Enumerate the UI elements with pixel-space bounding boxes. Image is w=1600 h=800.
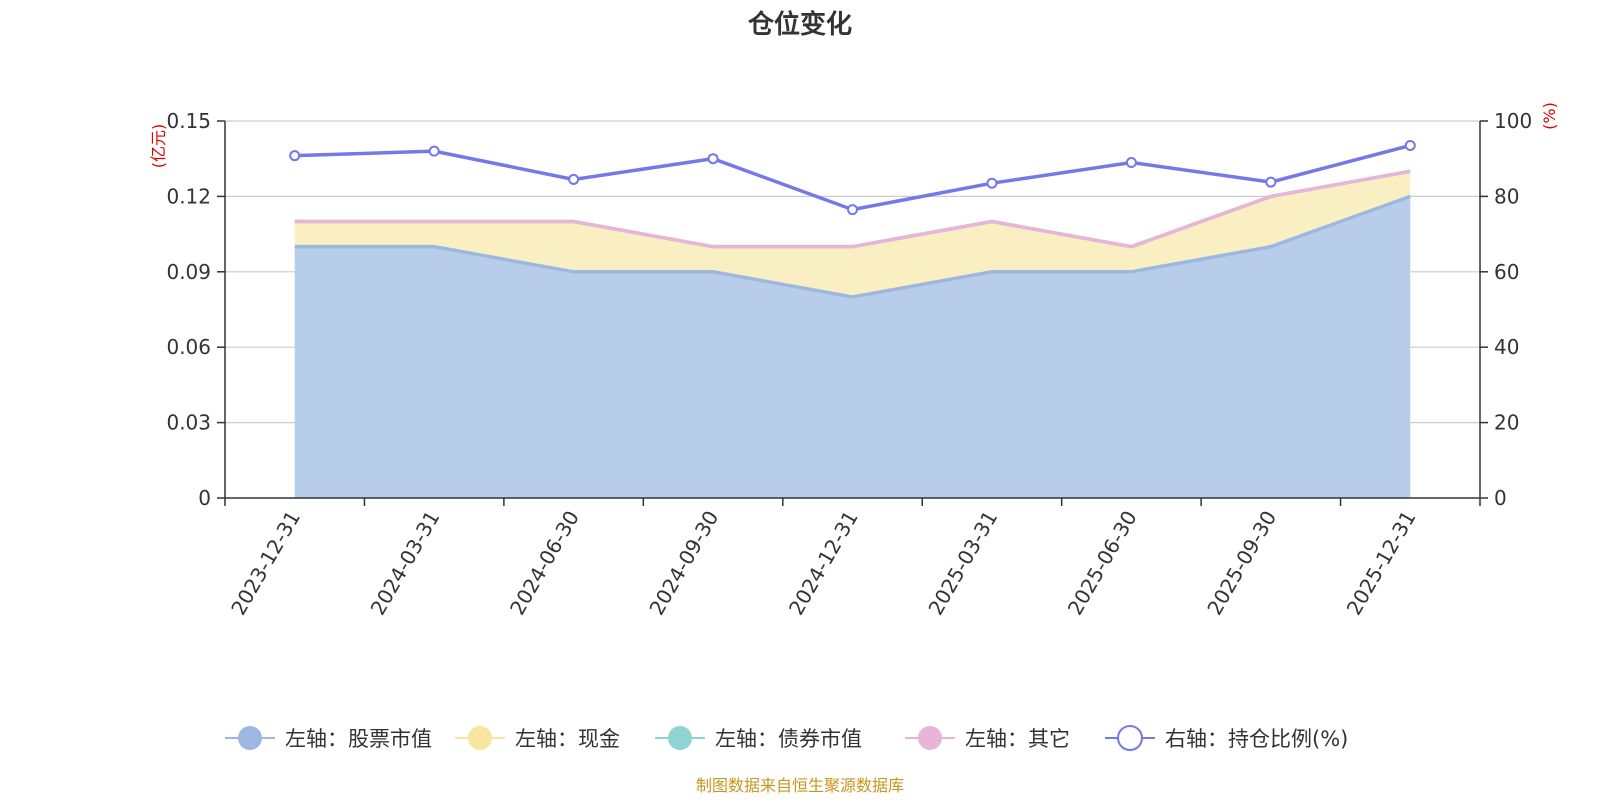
area-edge-左轴：股票市值 [294, 194, 1411, 299]
data-source-note: 制图数据来自恒生聚源数据库 [696, 776, 904, 795]
line-series [289, 140, 1416, 216]
x-axis-tick-label: 2023-12-31 [226, 507, 305, 620]
legend-label: 左轴：其它 [965, 727, 1070, 751]
right-axis-tick-label: 20 [1494, 411, 1519, 435]
left-axis-tick-label: 0.06 [166, 335, 211, 359]
line-point [707, 153, 719, 165]
legend-label: 左轴：股票市值 [285, 727, 432, 751]
left-axis-tick-label: 0.15 [166, 109, 211, 133]
legend-item: 左轴：其它 [905, 726, 1070, 751]
right-axis-unit: (%) [1540, 102, 1559, 130]
right-axis-tick-label: 80 [1494, 184, 1519, 208]
legend-marker [238, 726, 262, 750]
legend-label: 右轴：持仓比例(%) [1165, 727, 1348, 751]
legend-item: 右轴：持仓比例(%) [1105, 725, 1348, 751]
line-point [1404, 140, 1416, 152]
line-point [1125, 156, 1137, 168]
x-axis-tick-label: 2025-03-31 [923, 507, 1002, 620]
area-series [294, 169, 1411, 498]
right-axis-tick-label: 0 [1494, 486, 1507, 510]
line-point [1265, 176, 1277, 188]
left-axis-tick-label: 0.03 [166, 411, 211, 435]
line-point [847, 204, 858, 216]
chart-title: 仓位变化 [747, 9, 852, 40]
legend-label: 左轴：债券市值 [715, 727, 862, 751]
right-axis-tick-label: 60 [1494, 260, 1519, 284]
legend-marker [918, 726, 942, 750]
x-axis-tick-label: 2024-06-30 [505, 507, 584, 620]
x-axis-tick-label: 2024-03-31 [366, 506, 445, 619]
x-axis-tick-label: 2024-09-30 [644, 507, 723, 620]
x-axis-tick-label: 2025-06-30 [1063, 507, 1142, 620]
legend-label: 左轴：现金 [515, 727, 620, 751]
area-左轴：现金 [294, 171, 1411, 297]
area-edge-左轴：其它 [294, 169, 1411, 249]
left-axis-tick-label: 0.09 [166, 260, 211, 284]
line-point [986, 177, 998, 189]
legend-item: 左轴：债券市值 [655, 726, 862, 751]
x-axis-tick-label: 2025-09-30 [1202, 507, 1281, 620]
legend-item: 左轴：现金 [455, 726, 620, 751]
left-axis-tick-label: 0 [198, 486, 211, 510]
line-右轴：持仓比例(%) [294, 143, 1411, 212]
right-axis-tick-label: 100 [1494, 109, 1532, 133]
line-point [289, 150, 301, 162]
right-axis-tick-label: 40 [1494, 335, 1519, 359]
left-axis-tick-label: 0.12 [166, 184, 211, 208]
legend-marker [468, 726, 492, 750]
left-axis-unit: (亿元) [149, 124, 168, 169]
legend-item: 左轴：股票市值 [225, 726, 432, 751]
legend-marker [668, 726, 692, 750]
line-point [568, 173, 580, 185]
line-point [428, 145, 440, 157]
legend: 左轴：股票市值 左轴：现金 左轴：债券市值 左轴：其它 右轴：持仓比例(%) [225, 725, 1348, 751]
x-axis-tick-label: 2024-12-31 [784, 507, 863, 620]
legend-marker [1117, 725, 1143, 751]
x-axis-tick-label: 2025-12-31 [1342, 507, 1421, 620]
